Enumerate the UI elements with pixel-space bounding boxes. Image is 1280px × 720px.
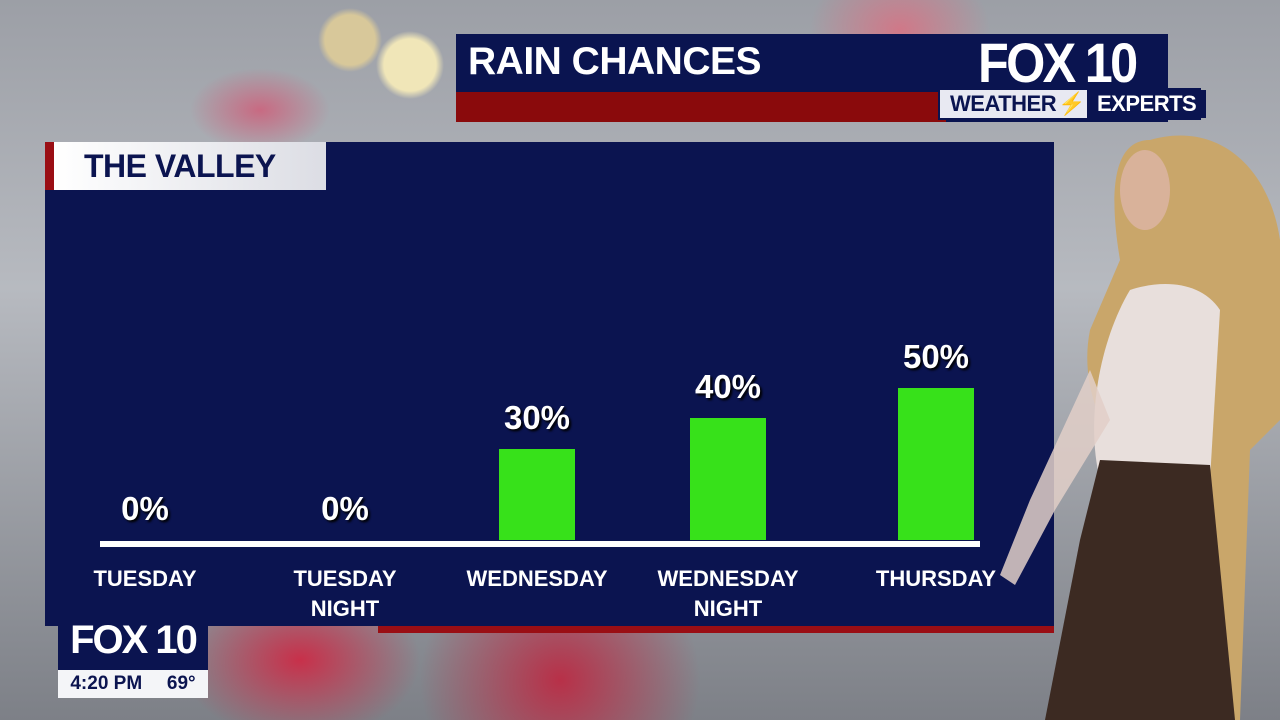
category-label-line: NIGHT xyxy=(693,596,763,621)
badge-experts: EXPERTS xyxy=(1087,90,1207,118)
bar-3 xyxy=(690,418,766,540)
category-label: TUESDAY xyxy=(45,564,245,594)
data-label: 0% xyxy=(121,490,169,527)
x-axis-baseline xyxy=(100,541,980,547)
presenter xyxy=(1000,135,1280,720)
data-label: 40% xyxy=(694,368,762,406)
category-label: TUESDAY NIGHT xyxy=(245,564,445,624)
category-label-line: WEDNESDAY xyxy=(657,566,799,591)
bar-4 xyxy=(898,388,974,540)
category-label: WEDNESDAY NIGHT xyxy=(628,564,828,624)
lightning-bolt-icon: ⚡ xyxy=(1058,91,1085,116)
data-label: 0% xyxy=(321,490,369,527)
category-label-line: WEDNESDAY xyxy=(466,566,608,591)
bar-2 xyxy=(499,448,575,540)
fox10-logo: FOX 10 xyxy=(978,31,1138,94)
title-accent-stripe xyxy=(456,92,946,122)
region-label: THE VALLEY xyxy=(45,142,326,190)
data-label: 30% xyxy=(503,398,571,436)
fox10-bug-logo: FOX 10 xyxy=(58,612,208,670)
chart-panel xyxy=(45,142,1054,626)
category-label-line: NIGHT xyxy=(310,596,380,621)
category-label-line: TUESDAY xyxy=(93,566,197,591)
category-label-line: THURSDAY xyxy=(875,566,997,591)
current-time: 4:20 PM xyxy=(70,673,143,694)
station-bug: FOX 10 4:20 PM 69° xyxy=(58,612,208,698)
category-label-line: TUESDAY xyxy=(293,566,397,591)
category-label: THURSDAY xyxy=(836,564,1036,594)
category-label: WEDNESDAY xyxy=(437,564,637,594)
data-label: 50% xyxy=(902,338,970,375)
panel-accent-stripe xyxy=(378,626,1054,633)
graphic-title: RAIN CHANCES xyxy=(468,40,762,83)
badge-weather: WEATHER xyxy=(950,91,1057,116)
weather-experts-badge: WEATHER ⚡ EXPERTS xyxy=(938,88,1207,120)
current-temperature: 69° xyxy=(166,673,196,694)
